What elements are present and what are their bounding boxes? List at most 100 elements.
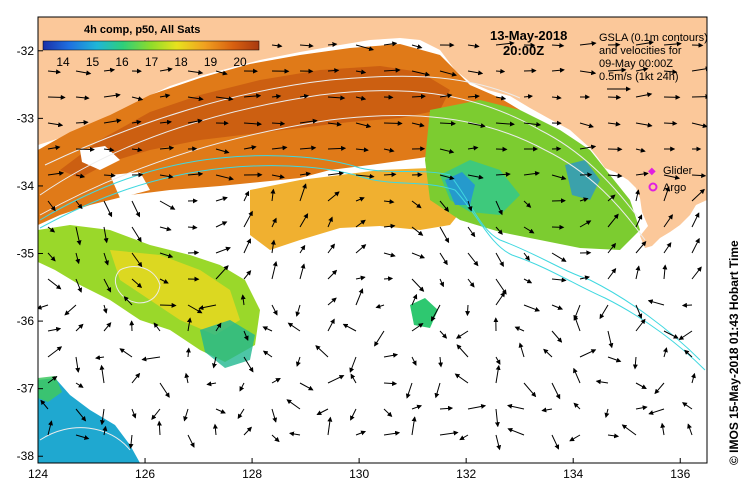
velocity-arrow (551, 304, 564, 310)
velocity-arrow (183, 408, 189, 422)
velocity-arrow (607, 267, 617, 280)
velocity-arrow (243, 121, 262, 127)
velocity-arrow (663, 41, 682, 47)
velocity-arrow (295, 356, 301, 367)
velocity-arrow (573, 315, 581, 332)
velocity-arrow (327, 191, 340, 202)
land-mass (38, 17, 707, 248)
velocity-arrow (103, 92, 121, 98)
velocity-arrow (551, 95, 562, 101)
velocity-arrow (243, 93, 262, 99)
colorbar-tick-label: 19 (204, 55, 218, 69)
velocity-arrow (315, 345, 329, 358)
legend: ◆ Glider Argo (648, 165, 693, 194)
velocity-arrow (159, 200, 176, 210)
velocity-arrow (187, 304, 203, 314)
velocity-arrow (411, 93, 426, 99)
velocity-arrow (299, 118, 318, 124)
velocity-arrow (439, 93, 453, 99)
velocity-arrow (495, 364, 501, 384)
velocity-arrow (289, 431, 301, 437)
velocity-arrow (662, 264, 668, 280)
velocity-arrow (495, 434, 502, 451)
velocity-arrow (495, 226, 503, 235)
velocity-arrow (185, 347, 191, 358)
colorbar-tick-label: 16 (115, 55, 129, 69)
velocity-arrow (507, 403, 525, 410)
velocity-arrow (467, 278, 475, 288)
x-tick-label: 126 (135, 467, 155, 481)
velocity-arrow (75, 252, 81, 265)
velocity-arrow (579, 197, 589, 203)
velocity-arrow (128, 434, 134, 449)
velocity-arrow (579, 41, 597, 47)
velocity-arrow (159, 382, 170, 398)
velocity-arrow (215, 70, 228, 76)
y-tick-label: -33 (17, 111, 35, 125)
velocity-arrow (439, 200, 450, 212)
velocity-arrow (47, 346, 63, 358)
velocity-arrow (342, 323, 357, 332)
velocity-arrow (187, 69, 204, 75)
argo-marker-icon (648, 182, 658, 192)
velocity-arrow (439, 252, 448, 266)
x-axis: 124 126 128 130 132 134 136 (28, 458, 691, 481)
velocity-arrow (355, 219, 366, 228)
velocity-arrow (681, 302, 693, 308)
velocity-arrow (635, 40, 654, 46)
velocity-arrow (635, 189, 640, 202)
velocity-arrow (355, 147, 369, 153)
velocity-arrow (523, 278, 533, 284)
velocity-arrow (141, 356, 161, 362)
velocity-arrow (691, 237, 700, 254)
velocity-arrow (327, 216, 333, 228)
velocity-arrow (579, 220, 592, 228)
velocity-arrow (75, 278, 83, 293)
velocity-arrow (327, 68, 340, 74)
colorbar-tick-label: 18 (174, 55, 188, 69)
sst-southwest (38, 378, 140, 463)
velocity-arrow (599, 304, 609, 320)
velocity-arrow (681, 402, 693, 410)
velocity-arrow (103, 118, 122, 124)
velocity-arrow (212, 356, 217, 369)
velocity-arrow (131, 147, 143, 153)
velocity-arrow (75, 226, 82, 246)
velocity-arrow (383, 252, 396, 258)
velocity-arrow (47, 200, 56, 212)
velocity-arrow (131, 278, 143, 288)
velocity-arrow (439, 330, 448, 339)
colorbar: 4h comp, p50, All Sats 14 15 16 17 18 19 20 (42, 24, 260, 69)
velocity-arrow (103, 200, 113, 218)
velocity-arrow (350, 408, 357, 421)
velocity-arrow (383, 67, 401, 73)
velocity-arrow (271, 93, 282, 99)
velocity-arrow (411, 278, 425, 292)
x-tick-label: 136 (670, 467, 690, 481)
velocity-arrow (102, 304, 108, 314)
velocity-arrow (131, 96, 144, 102)
velocity-arrow (607, 94, 622, 100)
velocity-arrow (635, 265, 641, 280)
velocity-arrow (383, 41, 398, 47)
velocity-arrow (271, 145, 288, 151)
velocity-arrow (184, 372, 190, 384)
velocity-arrow (691, 122, 707, 129)
velocity-arrow (270, 188, 276, 202)
velocity-arrow (523, 304, 541, 312)
velocity-arrow (355, 95, 367, 101)
credit-text: © IMOS 15-May-2018 01:43 Hobart Time (727, 240, 741, 465)
velocity-arrow (159, 278, 169, 284)
sst-west-yellow (110, 250, 240, 335)
velocity-arrow (523, 382, 537, 398)
velocity-arrow (518, 342, 525, 358)
velocity-arrow (75, 119, 89, 125)
velocity-arrow (607, 330, 614, 349)
timestamp-time: 20:00Z (503, 43, 544, 58)
velocity-arrow (691, 372, 696, 384)
velocity-arrow (495, 291, 506, 306)
velocity-arrow (439, 405, 454, 411)
velocity-arrow (411, 404, 423, 410)
velocity-arrow (151, 408, 161, 420)
velocity-arrow (299, 263, 306, 280)
